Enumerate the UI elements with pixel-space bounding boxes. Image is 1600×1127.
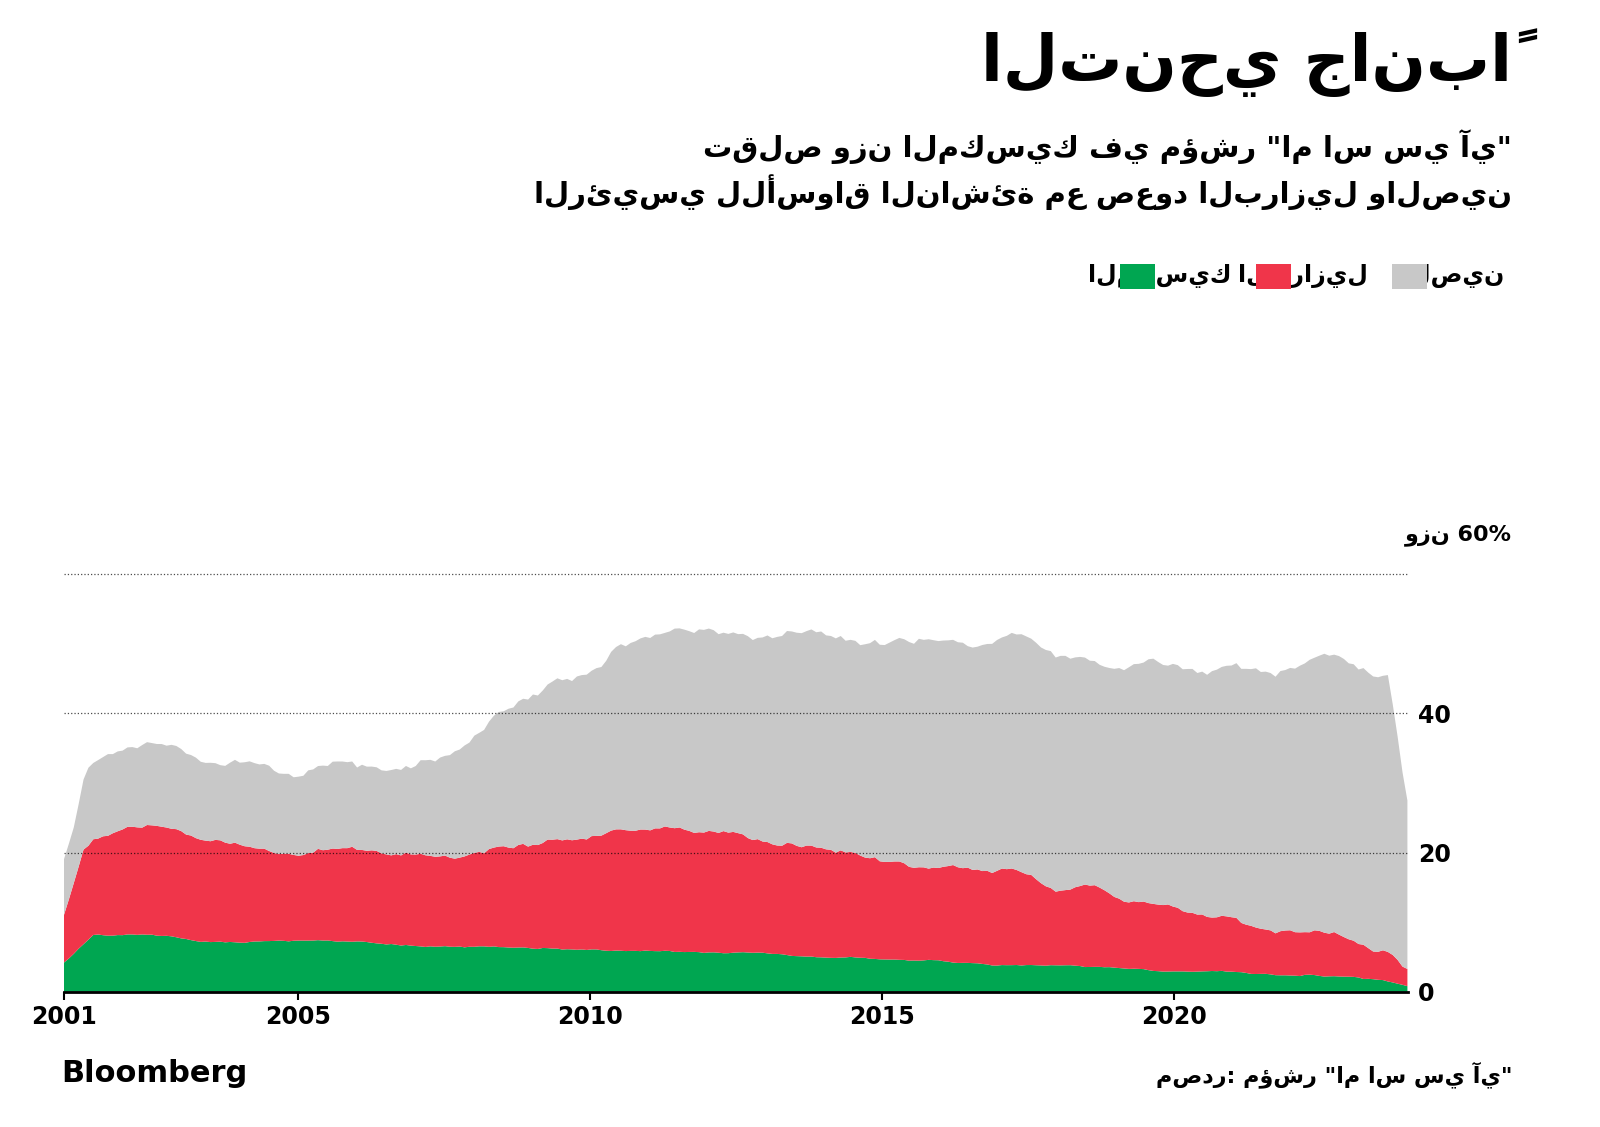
Text: البرازيل: البرازيل xyxy=(1238,264,1368,289)
Text: وزن 60%: وزن 60% xyxy=(1405,524,1512,545)
Text: Bloomberg: Bloomberg xyxy=(61,1058,246,1088)
Text: الصين: الصين xyxy=(1402,264,1504,289)
Text: الرئيسي للأسواق الناشئة مع صعود البرازيل والصين: الرئيسي للأسواق الناشئة مع صعود البرازيل… xyxy=(534,175,1512,211)
Text: تقلص وزن المكسيك في مؤشر "ام اس سي آي": تقلص وزن المكسيك في مؤشر "ام اس سي آي" xyxy=(702,130,1512,165)
Text: المكسيك: المكسيك xyxy=(1088,264,1232,289)
Text: التنحي جانباً: التنحي جانباً xyxy=(981,28,1512,97)
Text: مصدر: مؤشر "ام اس سي آي": مصدر: مؤشر "ام اس سي آي" xyxy=(1155,1061,1512,1088)
